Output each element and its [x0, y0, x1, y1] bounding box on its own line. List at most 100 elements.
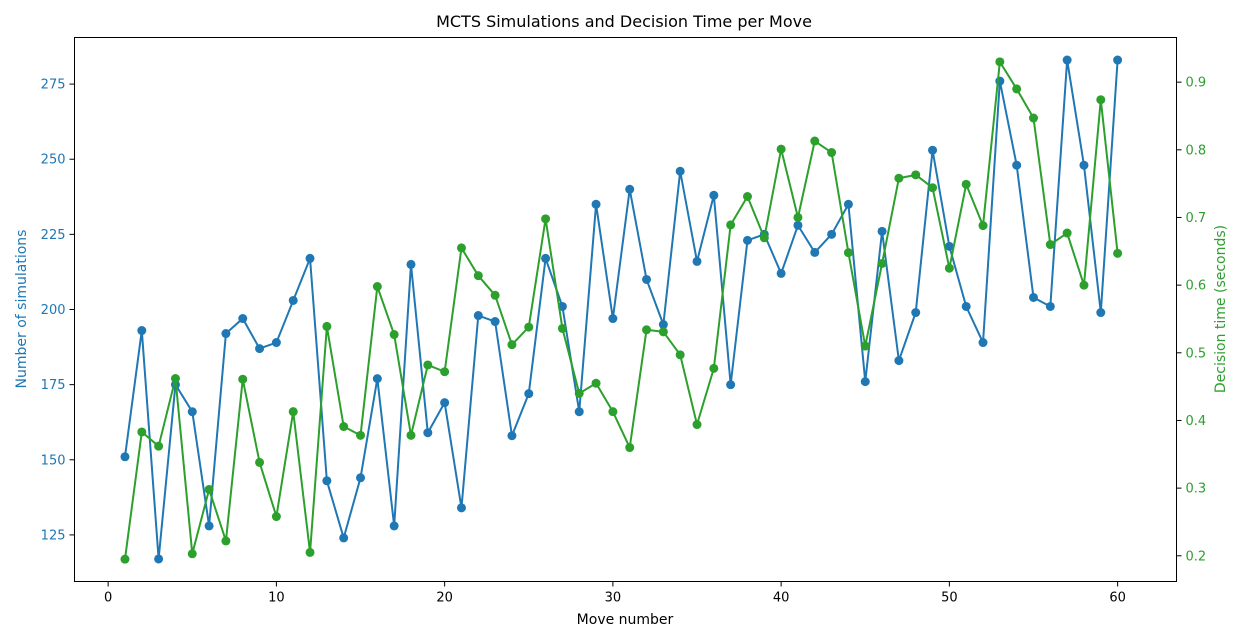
data-point-left [238, 314, 248, 324]
data-point-right [389, 330, 399, 340]
data-point-right [961, 179, 971, 189]
data-point-right [692, 420, 702, 430]
data-point-right [1062, 228, 1072, 238]
data-point-right [271, 512, 281, 522]
left-tick-label: 250 [41, 153, 66, 168]
data-point-right [473, 271, 483, 281]
data-point-right [339, 422, 349, 432]
data-point-right [827, 148, 837, 158]
data-point-right [255, 457, 265, 467]
data-point-left [877, 226, 887, 236]
data-point-left [356, 473, 366, 483]
data-point-left [271, 338, 281, 348]
data-point-right [541, 214, 551, 224]
data-point-right [658, 327, 668, 337]
data-point-left [490, 317, 500, 327]
x-axis: 0 10 20 30 40 50 60 [104, 581, 1126, 606]
data-point-right [742, 192, 752, 201]
data-point-left [1096, 308, 1106, 318]
x-tick-label: 30 [605, 591, 622, 606]
data-point-right [204, 484, 214, 494]
chart-title: MCTS Simulations and Decision Time per M… [436, 12, 812, 31]
data-point-right [995, 57, 1005, 67]
data-point-right [894, 173, 904, 183]
data-point-left [1079, 160, 1089, 170]
data-point-left [255, 344, 265, 354]
data-point-right [944, 263, 954, 273]
data-point-right [776, 144, 786, 154]
right-tick-label: 0.9 [1186, 76, 1207, 91]
data-point-right [928, 183, 938, 193]
data-point-right [1028, 113, 1038, 123]
data-point-right [1096, 95, 1106, 105]
data-point-left [944, 241, 954, 251]
data-point-left [1012, 160, 1022, 170]
data-point-left [406, 259, 416, 269]
data-point-right [726, 220, 736, 230]
data-point-left [456, 503, 466, 513]
data-point-left [339, 533, 349, 543]
data-point-left [843, 199, 853, 209]
data-point-right [221, 536, 231, 546]
left-tick-label: 150 [41, 453, 66, 468]
data-point-left [1028, 292, 1038, 302]
data-point-right [356, 430, 366, 440]
plot-series [120, 55, 1123, 564]
data-point-left [978, 338, 988, 348]
data-point-right [625, 443, 635, 453]
data-point-left [894, 356, 904, 366]
data-point-left [322, 476, 332, 486]
data-point-left [793, 220, 803, 230]
data-point-left [372, 374, 382, 384]
data-point-left [137, 326, 147, 336]
right-y-axis: 0.2 0.3 0.4 0.5 0.6 0.7 0.8 0.9 [1176, 76, 1207, 564]
data-point-left [423, 428, 433, 438]
right-tick-label: 0.3 [1186, 482, 1207, 497]
plot-frame [74, 37, 1177, 582]
x-tick-label: 40 [773, 591, 790, 606]
data-point-left [742, 235, 752, 245]
left-tick-label: 225 [41, 228, 66, 243]
data-point-left [1045, 301, 1055, 311]
data-point-left [860, 377, 870, 387]
data-point-right [860, 341, 870, 351]
data-point-left [810, 247, 820, 257]
data-point-right [675, 350, 685, 360]
data-point-right [911, 170, 921, 180]
data-point-right [440, 367, 450, 377]
data-point-left [1113, 55, 1123, 65]
data-point-left [675, 166, 685, 176]
data-point-left [776, 268, 786, 278]
data-point-right [490, 290, 500, 300]
data-point-right [372, 282, 382, 291]
data-point-left [591, 199, 601, 209]
data-point-left [726, 380, 736, 390]
data-point-right [1079, 280, 1089, 290]
data-point-left [911, 308, 921, 318]
data-point-right [154, 441, 164, 451]
left-y-axis-label: Number of simulations [14, 230, 30, 389]
data-point-right [238, 374, 248, 384]
x-tick-label: 10 [268, 591, 285, 606]
data-point-right [1012, 84, 1022, 94]
data-point-right [305, 547, 315, 557]
data-point-right [608, 407, 618, 417]
data-point-right [322, 321, 332, 331]
data-point-left [524, 389, 534, 399]
x-tick-label: 60 [1109, 591, 1126, 606]
x-axis-label: Move number [577, 612, 674, 628]
data-point-left [541, 253, 551, 263]
data-point-right [843, 248, 853, 258]
data-point-left [120, 452, 130, 462]
data-point-right [507, 340, 517, 350]
data-point-right [524, 322, 534, 332]
data-point-left [574, 407, 584, 417]
data-point-right [1113, 248, 1123, 258]
data-point-left [473, 311, 483, 321]
data-point-right [591, 378, 601, 388]
data-point-left [507, 431, 517, 441]
data-point-right [187, 549, 197, 559]
data-point-right [877, 258, 887, 268]
data-point-left [608, 314, 618, 324]
